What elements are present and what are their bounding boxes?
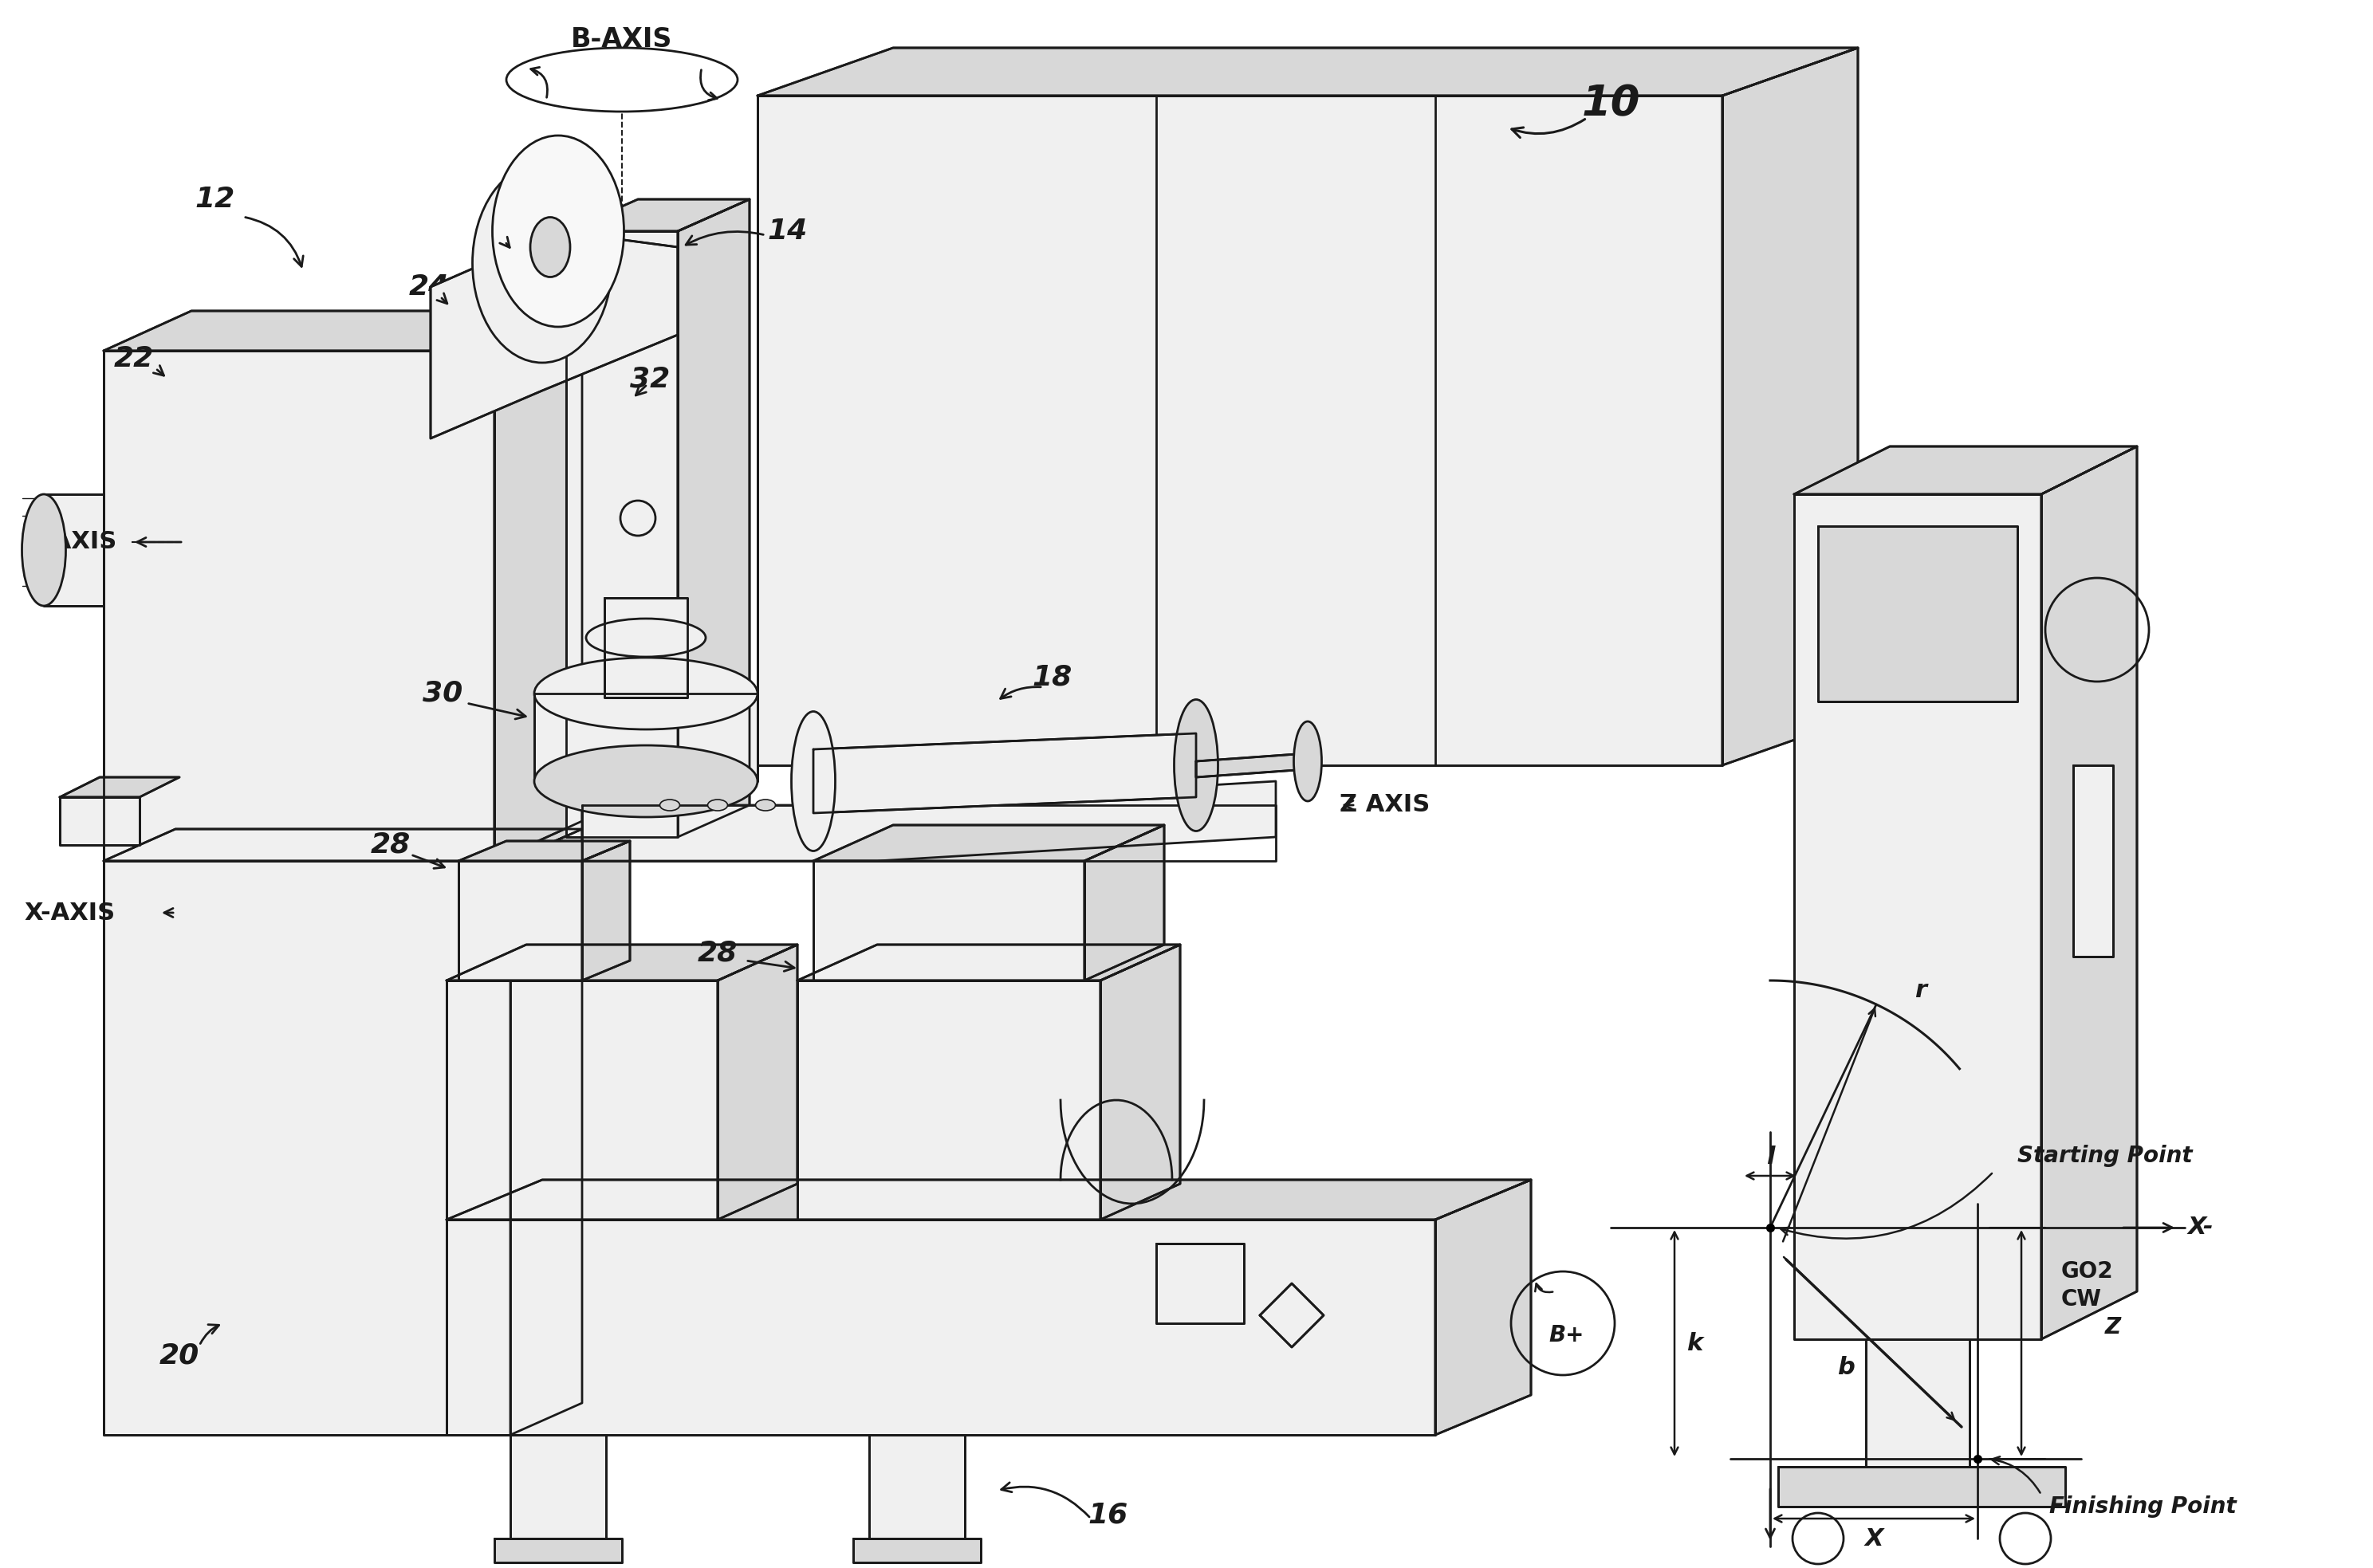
Polygon shape <box>1101 944 1179 1220</box>
Text: 32: 32 <box>629 365 669 392</box>
Text: k: k <box>1687 1331 1701 1355</box>
Polygon shape <box>1084 825 1165 980</box>
Polygon shape <box>59 797 140 845</box>
Text: C-AXIS: C-AXIS <box>24 530 116 554</box>
Polygon shape <box>446 1220 1436 1435</box>
Ellipse shape <box>534 657 757 729</box>
Text: b: b <box>1837 1356 1856 1378</box>
Text: B-AXIS: B-AXIS <box>572 27 672 53</box>
Ellipse shape <box>21 494 66 605</box>
Text: 24: 24 <box>408 273 448 301</box>
Polygon shape <box>757 49 1858 96</box>
Polygon shape <box>1777 1466 2065 1507</box>
Polygon shape <box>59 778 180 797</box>
Ellipse shape <box>755 800 776 811</box>
Polygon shape <box>854 1538 980 1562</box>
Polygon shape <box>1156 1243 1243 1323</box>
Polygon shape <box>679 199 750 837</box>
Text: 28: 28 <box>370 831 411 859</box>
Ellipse shape <box>707 800 729 811</box>
Polygon shape <box>814 861 1084 980</box>
Text: GO2: GO2 <box>2062 1261 2114 1283</box>
Polygon shape <box>1865 1339 1970 1466</box>
Polygon shape <box>869 1435 966 1538</box>
Text: l: l <box>1766 1146 1775 1170</box>
Text: X-: X- <box>2188 1217 2214 1239</box>
Polygon shape <box>717 944 797 1220</box>
Polygon shape <box>510 1435 605 1538</box>
Text: 30: 30 <box>422 681 463 707</box>
Ellipse shape <box>660 800 679 811</box>
Ellipse shape <box>534 745 757 817</box>
Polygon shape <box>1723 49 1858 765</box>
Polygon shape <box>534 693 757 781</box>
Polygon shape <box>757 96 1723 765</box>
Text: Z: Z <box>2105 1316 2121 1339</box>
Polygon shape <box>581 840 629 980</box>
Polygon shape <box>494 1538 622 1562</box>
Text: 14: 14 <box>766 218 807 245</box>
Ellipse shape <box>472 163 612 362</box>
Text: X: X <box>1865 1527 1884 1551</box>
Polygon shape <box>1196 753 1308 778</box>
Polygon shape <box>446 944 797 980</box>
Text: 12: 12 <box>195 185 235 213</box>
Text: r: r <box>1915 978 1927 1002</box>
Polygon shape <box>104 351 494 861</box>
Text: +: + <box>631 45 653 69</box>
Text: 18: 18 <box>1032 663 1073 691</box>
Ellipse shape <box>793 712 835 851</box>
Text: 20: 20 <box>159 1342 199 1369</box>
Polygon shape <box>43 494 104 605</box>
Polygon shape <box>567 230 679 837</box>
Polygon shape <box>2074 765 2112 956</box>
Text: B+: B+ <box>1550 1323 1585 1347</box>
Text: Starting Point: Starting Point <box>2017 1145 2193 1167</box>
Polygon shape <box>104 310 581 351</box>
Polygon shape <box>797 944 1179 980</box>
Text: X-AXIS: X-AXIS <box>24 902 114 924</box>
Polygon shape <box>581 781 1277 861</box>
Polygon shape <box>458 861 581 980</box>
Polygon shape <box>1436 1179 1531 1435</box>
Text: –: – <box>596 45 607 69</box>
Ellipse shape <box>1293 721 1322 801</box>
Polygon shape <box>2041 447 2138 1339</box>
Polygon shape <box>510 829 581 1435</box>
Polygon shape <box>104 829 581 861</box>
Polygon shape <box>430 230 679 439</box>
Text: 10: 10 <box>1580 83 1640 124</box>
Text: 16: 16 <box>1089 1501 1130 1529</box>
Polygon shape <box>797 980 1101 1220</box>
Polygon shape <box>567 199 750 230</box>
Ellipse shape <box>529 218 570 278</box>
Polygon shape <box>814 734 1196 814</box>
Polygon shape <box>494 310 581 861</box>
Polygon shape <box>446 1179 1531 1220</box>
Polygon shape <box>1818 527 2017 701</box>
Ellipse shape <box>491 135 624 326</box>
Polygon shape <box>814 825 1165 861</box>
Ellipse shape <box>1175 699 1217 831</box>
Text: 26: 26 <box>475 218 515 245</box>
Polygon shape <box>104 861 510 1435</box>
Ellipse shape <box>505 49 738 111</box>
Polygon shape <box>458 840 629 861</box>
Polygon shape <box>1794 494 2041 1339</box>
Polygon shape <box>1794 447 2138 494</box>
Text: 28: 28 <box>698 939 738 966</box>
Polygon shape <box>446 980 717 1220</box>
Ellipse shape <box>586 619 705 657</box>
Text: Z AXIS: Z AXIS <box>1341 793 1431 817</box>
Text: Finishing Point: Finishing Point <box>2050 1496 2235 1518</box>
Polygon shape <box>605 597 688 698</box>
Text: CW: CW <box>2062 1289 2102 1311</box>
Text: 22: 22 <box>114 345 154 372</box>
Polygon shape <box>1260 1284 1324 1347</box>
